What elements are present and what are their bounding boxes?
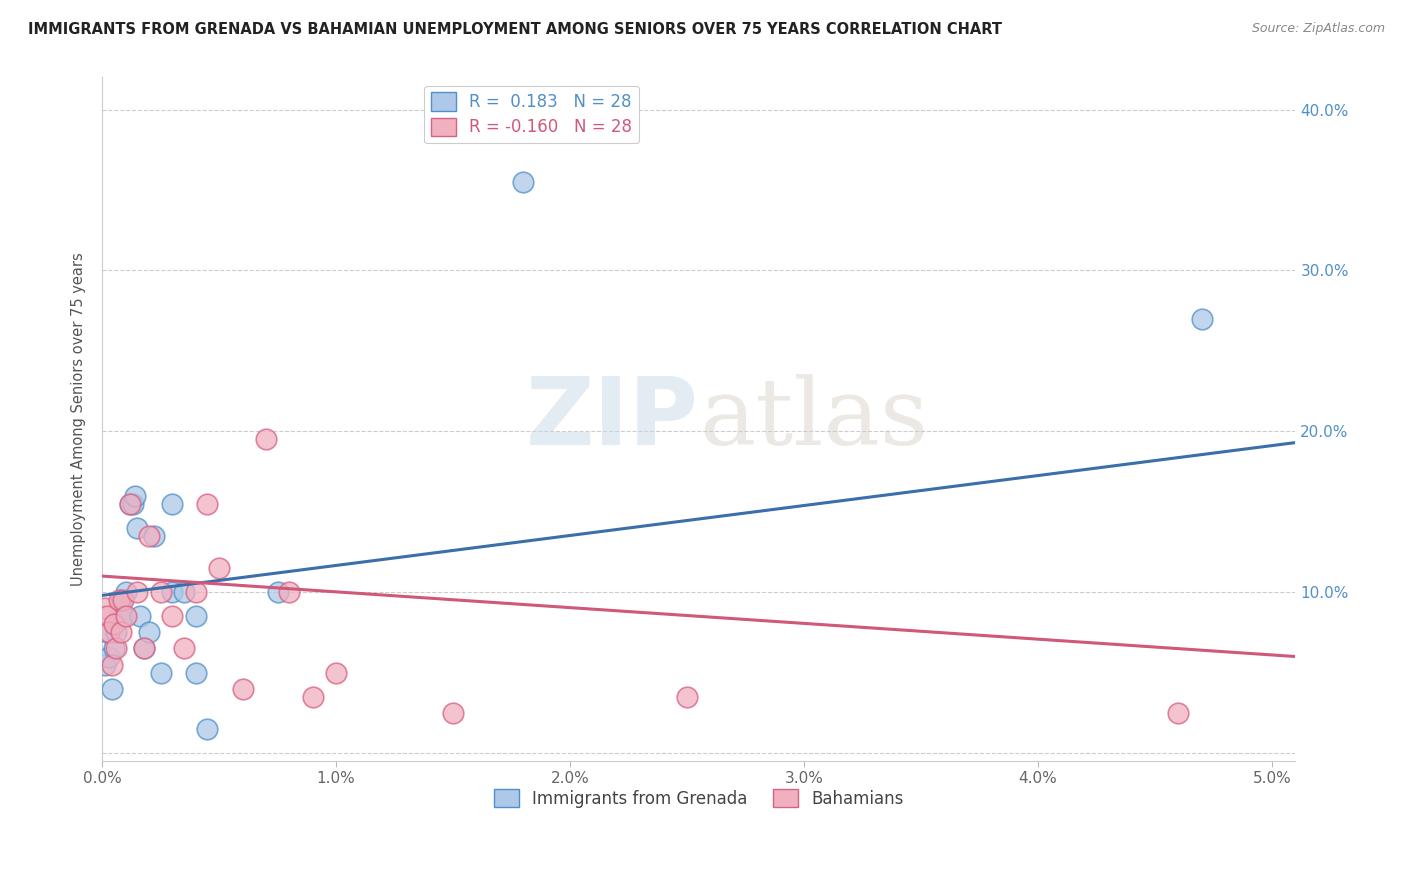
Point — [278, 585, 301, 599]
Point — [110, 593, 132, 607]
Point — [103, 641, 125, 656]
Point — [184, 609, 207, 624]
Point — [1167, 706, 1189, 720]
Text: Source: ZipAtlas.com: Source: ZipAtlas.com — [1251, 22, 1385, 36]
Point — [301, 690, 323, 704]
Point — [107, 593, 129, 607]
Point — [114, 585, 136, 599]
Point — [232, 681, 254, 696]
Point — [162, 497, 184, 511]
Point — [105, 641, 128, 656]
Point — [184, 585, 207, 599]
Point — [124, 489, 146, 503]
Point — [325, 665, 347, 680]
Point — [197, 497, 219, 511]
Point — [173, 585, 195, 599]
Point — [254, 433, 277, 447]
Point — [441, 706, 464, 720]
Point — [93, 601, 115, 615]
Point — [103, 617, 125, 632]
Point — [110, 625, 132, 640]
Point — [149, 585, 172, 599]
Point — [149, 665, 172, 680]
Point — [676, 690, 699, 704]
Point — [107, 609, 129, 624]
Point — [134, 641, 156, 656]
Text: atlas: atlas — [699, 375, 928, 464]
Point — [138, 625, 160, 640]
Point — [93, 657, 115, 672]
Point — [138, 529, 160, 543]
Point — [96, 609, 118, 624]
Point — [162, 609, 184, 624]
Point — [98, 625, 121, 640]
Point — [184, 665, 207, 680]
Point — [162, 585, 184, 599]
Point — [267, 585, 290, 599]
Text: IMMIGRANTS FROM GRENADA VS BAHAMIAN UNEMPLOYMENT AMONG SENIORS OVER 75 YEARS COR: IMMIGRANTS FROM GRENADA VS BAHAMIAN UNEM… — [28, 22, 1002, 37]
Point — [120, 497, 142, 511]
Point — [121, 497, 143, 511]
Point — [112, 609, 135, 624]
Point — [112, 593, 135, 607]
Legend: Immigrants from Grenada, Bahamians: Immigrants from Grenada, Bahamians — [488, 782, 910, 814]
Point — [100, 681, 122, 696]
Point — [120, 497, 142, 511]
Point — [127, 585, 149, 599]
Point — [105, 625, 128, 640]
Point — [100, 657, 122, 672]
Point — [134, 641, 156, 656]
Point — [96, 625, 118, 640]
Point — [142, 529, 165, 543]
Point — [127, 521, 149, 535]
Point — [173, 641, 195, 656]
Text: ZIP: ZIP — [526, 373, 699, 466]
Point — [128, 609, 150, 624]
Point — [1191, 311, 1213, 326]
Point — [512, 175, 534, 189]
Point — [114, 609, 136, 624]
Y-axis label: Unemployment Among Seniors over 75 years: Unemployment Among Seniors over 75 years — [72, 252, 86, 586]
Point — [98, 649, 121, 664]
Point — [197, 722, 219, 736]
Point — [208, 561, 231, 575]
